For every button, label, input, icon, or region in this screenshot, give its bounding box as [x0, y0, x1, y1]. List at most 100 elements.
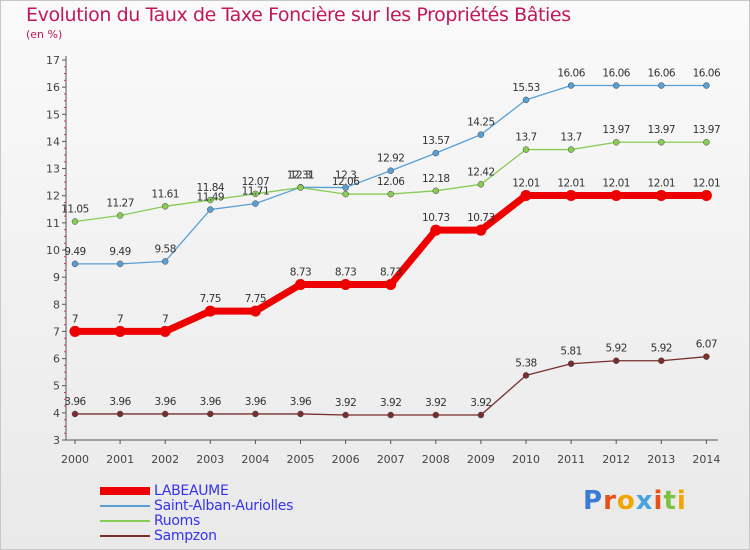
- legend-swatch: [100, 520, 150, 522]
- x-tick-label: 2014: [692, 453, 720, 466]
- legend-label: Ruoms: [154, 513, 200, 529]
- data-point: [159, 325, 171, 337]
- x-tick-label: 2003: [196, 453, 224, 466]
- data-label: 3.92: [335, 397, 356, 409]
- data-label: 3.96: [245, 396, 267, 408]
- x-tick-label: 2006: [332, 453, 360, 466]
- y-tick-label: 3: [53, 434, 60, 447]
- data-point: [430, 224, 442, 236]
- data-point: [477, 411, 485, 419]
- data-label: 3.96: [109, 396, 131, 408]
- data-label: 7.75: [245, 293, 266, 305]
- data-point: [297, 184, 304, 191]
- data-label: 12.06: [377, 176, 405, 188]
- x-tick-label: 2009: [467, 453, 495, 466]
- legend-label: Saint-Alban-Auriolles: [154, 498, 294, 514]
- data-label: 3.96: [290, 396, 312, 408]
- x-tick-label: 2013: [647, 453, 675, 466]
- data-label: 11.84: [197, 182, 225, 194]
- data-point: [703, 82, 710, 89]
- data-label: 16.06: [557, 68, 585, 80]
- proxiti-logo: Proxiti: [583, 486, 687, 516]
- data-point: [385, 278, 397, 290]
- x-tick-label: 2012: [602, 453, 630, 466]
- data-point: [567, 82, 575, 89]
- data-point: [658, 357, 665, 364]
- data-point: [207, 196, 214, 204]
- data-point: [71, 410, 79, 418]
- y-tick-label: 13: [46, 163, 60, 176]
- data-label: 12.01: [602, 177, 630, 189]
- data-point: [703, 353, 710, 360]
- data-point: [475, 224, 487, 236]
- data-point: [252, 190, 259, 198]
- x-tick-label: 2008: [422, 453, 450, 466]
- data-label: 12.42: [467, 166, 495, 178]
- y-tick-label: 10: [46, 244, 60, 257]
- data-point: [655, 189, 667, 201]
- y-tick-label: 17: [46, 54, 60, 67]
- data-point: [207, 206, 214, 213]
- data-label: 5.92: [651, 343, 672, 355]
- data-point: [700, 189, 712, 201]
- legend-label: LABEAUME: [154, 483, 229, 499]
- data-point: [340, 278, 352, 290]
- data-label: 7: [117, 313, 123, 325]
- y-tick-label: 12: [46, 190, 60, 203]
- data-label: 11.61: [151, 188, 179, 200]
- data-label: 12.01: [648, 177, 676, 189]
- data-label: 13.97: [648, 124, 676, 136]
- data-label: 12.31: [287, 169, 315, 181]
- x-tick-label: 2000: [61, 453, 89, 466]
- data-point: [610, 189, 622, 201]
- data-label: 12.07: [242, 176, 270, 188]
- data-label: 11.49: [197, 192, 225, 204]
- data-point: [520, 189, 532, 201]
- logo-letter: x: [635, 486, 654, 516]
- data-point: [342, 411, 349, 419]
- logo-letter: P: [583, 486, 604, 516]
- data-label: 12.01: [512, 177, 540, 189]
- x-tick-label: 2002: [151, 453, 179, 466]
- data-label: 13.97: [693, 124, 721, 136]
- data-label: 12.3: [335, 170, 356, 182]
- y-tick-label: 4: [53, 407, 60, 420]
- data-label: 3.96: [155, 396, 177, 408]
- logo-letter: i: [676, 486, 687, 516]
- data-point: [116, 410, 124, 418]
- data-point: [522, 372, 530, 379]
- data-point: [342, 184, 349, 191]
- data-point: [71, 260, 79, 268]
- legend-swatch: [100, 535, 150, 537]
- data-point: [342, 190, 349, 198]
- x-tick-label: 2010: [512, 453, 540, 466]
- data-label: 13.7: [560, 132, 581, 144]
- data-label: 14.25: [467, 117, 495, 129]
- data-point: [658, 82, 665, 89]
- x-tick-label: 2001: [106, 453, 134, 466]
- data-label: 8.73: [380, 266, 401, 278]
- x-tick-label: 2011: [557, 453, 585, 466]
- legend-swatch: [100, 505, 150, 507]
- y-tick-label: 14: [46, 135, 60, 148]
- data-label: 3.92: [380, 397, 401, 409]
- data-point: [204, 305, 216, 317]
- data-point: [658, 138, 665, 146]
- data-label: 8.73: [290, 266, 311, 278]
- data-point: [522, 146, 530, 153]
- data-label: 9.49: [64, 246, 85, 258]
- data-point: [612, 138, 620, 146]
- data-point: [387, 167, 394, 174]
- data-label: 11.27: [106, 198, 134, 210]
- data-label: 5.38: [515, 357, 536, 369]
- data-label: 7: [72, 313, 78, 325]
- data-label: 5.81: [560, 346, 581, 358]
- data-label: 3.96: [64, 396, 86, 408]
- data-label: 9.58: [155, 243, 176, 255]
- data-label: 9.49: [109, 246, 130, 258]
- data-label: 12.01: [693, 177, 721, 189]
- data-label: 11.71: [242, 186, 270, 198]
- y-tick-label: 15: [46, 108, 60, 121]
